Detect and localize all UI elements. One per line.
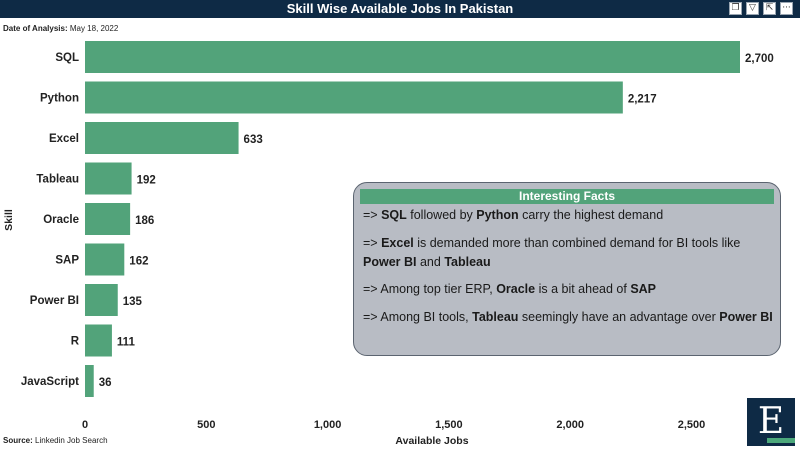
chart-title: Skill Wise Available Jobs In Pakistan — [286, 1, 514, 16]
value-label: 36 — [99, 377, 112, 389]
fact-emphasis: Power BI — [719, 310, 773, 324]
value-label: 186 — [135, 215, 154, 227]
source-note: Source: Linkedin Job Search — [3, 436, 108, 445]
bar-excel — [85, 122, 239, 154]
x-tick-label: 2,500 — [678, 419, 706, 431]
fact-emphasis: SAP — [630, 282, 657, 296]
x-tick-label: 0 — [82, 419, 88, 431]
value-label: 192 — [137, 175, 156, 187]
more-options-icon[interactable]: ··· — [780, 2, 793, 15]
value-labels-group: 2,700 2,217 633 192 186 162 135 111 36 — [99, 53, 774, 389]
value-label: 2,217 — [628, 94, 657, 106]
x-tick-labels-group: 0 500 1,000 1,500 2,000 2,500 — [82, 419, 705, 431]
title-bar — [0, 0, 800, 18]
bar-javascript — [85, 365, 94, 397]
bars-group — [85, 41, 740, 397]
fact-emphasis: Python — [476, 208, 519, 222]
fact-item: => Among top tier ERP, Oracle is a bit a… — [363, 280, 773, 299]
date-of-analysis: Date of Analysis: May 18, 2022 — [3, 24, 118, 33]
bar-power-bi — [85, 284, 118, 316]
category-label: Tableau — [36, 174, 79, 186]
x-axis-label: Available Jobs — [395, 435, 468, 447]
fact-text: => — [363, 208, 382, 222]
y-axis-label: Skill — [3, 209, 15, 231]
fact-emphasis: Tableau — [472, 310, 519, 324]
fact-emphasis: Power BI — [363, 255, 417, 269]
x-tick-label: 1,500 — [435, 419, 463, 431]
category-label: R — [71, 336, 80, 348]
bar-oracle — [85, 203, 131, 235]
fact-text: is a bit ahead of — [535, 282, 631, 296]
fact-emphasis: SQL — [381, 208, 407, 222]
value-label: 135 — [123, 296, 143, 308]
category-label: Python — [40, 93, 79, 105]
bar-sql — [85, 41, 740, 73]
filter-icon[interactable]: ▽ — [746, 2, 759, 15]
copy-icon[interactable]: ❐ — [729, 2, 742, 15]
fact-text: seemingly have an advantage over — [518, 310, 720, 324]
focus-mode-icon[interactable]: ⇱ — [763, 2, 776, 15]
fact-text: carry the highest demand — [518, 208, 664, 222]
bar-sap — [85, 243, 125, 276]
value-label: 2,700 — [745, 53, 774, 65]
fact-text: and — [416, 255, 445, 269]
fact-emphasis: Oracle — [496, 282, 536, 296]
category-label: Excel — [49, 133, 79, 145]
fact-text: followed by — [406, 208, 477, 222]
fact-text: => Among BI tools, — [363, 310, 473, 324]
interesting-facts-panel: Interesting Facts => SQL followed by Pyt… — [353, 182, 781, 356]
logo-swoosh — [767, 438, 795, 443]
fact-item: => SQL followed by Python carry the high… — [363, 206, 773, 225]
fact-emphasis: Tableau — [444, 255, 491, 269]
category-label: Oracle — [43, 214, 79, 226]
source-label: Source: — [3, 436, 33, 445]
value-label: 633 — [244, 134, 263, 146]
fact-emphasis: Excel — [381, 236, 414, 250]
x-tick-label: 2,000 — [556, 419, 584, 431]
bar-python — [85, 81, 623, 114]
logo-letter: E — [757, 401, 785, 442]
fact-text: => Among top tier ERP, — [363, 282, 497, 296]
category-label: JavaScript — [21, 376, 79, 388]
x-tick-label: 500 — [197, 419, 215, 431]
date-label: Date of Analysis: — [3, 24, 68, 33]
fact-item: => Among BI tools, Tableau seemingly hav… — [363, 308, 773, 327]
logo: E — [747, 398, 795, 446]
fact-text: => — [363, 236, 382, 250]
bar-r — [85, 324, 112, 357]
source-value: Linkedin Job Search — [35, 436, 108, 445]
bar-tableau — [85, 162, 132, 195]
facts-heading: Interesting Facts — [360, 189, 774, 204]
fact-text: is demanded more than combined demand fo… — [413, 236, 741, 250]
category-labels-group: SQL Python Excel Tableau Oracle SAP Power BI R J… — [21, 52, 80, 388]
value-label: 111 — [117, 337, 136, 349]
category-label: Power BI — [30, 295, 79, 307]
category-label: SAP — [55, 255, 79, 267]
category-label: SQL — [55, 52, 79, 64]
fact-item: => Excel is demanded more than combined … — [363, 234, 773, 272]
x-tick-label: 1,000 — [314, 419, 342, 431]
date-value: May 18, 2022 — [69, 24, 119, 33]
value-label: 162 — [129, 256, 148, 268]
